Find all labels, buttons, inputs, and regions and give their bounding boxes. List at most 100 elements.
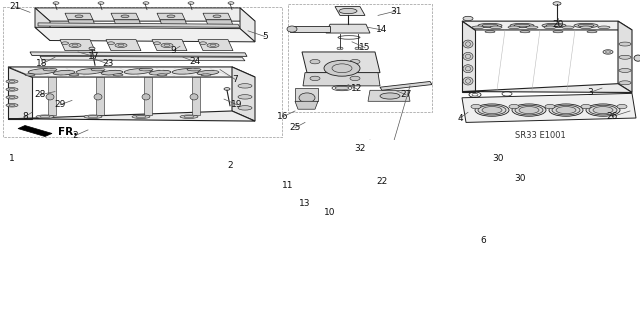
Text: 27: 27 — [400, 90, 412, 99]
Circle shape — [617, 104, 627, 109]
Ellipse shape — [6, 80, 18, 83]
Ellipse shape — [207, 43, 219, 48]
Ellipse shape — [161, 43, 173, 48]
Ellipse shape — [619, 81, 631, 85]
Polygon shape — [48, 77, 56, 115]
Polygon shape — [368, 90, 410, 101]
Polygon shape — [8, 67, 32, 119]
Polygon shape — [144, 77, 152, 115]
Circle shape — [350, 76, 360, 81]
Ellipse shape — [619, 69, 631, 72]
Polygon shape — [106, 40, 141, 51]
Ellipse shape — [515, 105, 543, 115]
Ellipse shape — [75, 15, 83, 18]
Ellipse shape — [180, 115, 198, 118]
Polygon shape — [203, 13, 231, 20]
Text: 26: 26 — [606, 112, 618, 121]
Ellipse shape — [200, 42, 207, 44]
Ellipse shape — [619, 42, 631, 46]
Text: 32: 32 — [355, 144, 365, 153]
Text: 8: 8 — [22, 112, 28, 121]
Text: 11: 11 — [282, 181, 294, 190]
Text: FR.: FR. — [58, 127, 77, 137]
Circle shape — [337, 47, 343, 50]
Polygon shape — [68, 20, 95, 26]
Text: 23: 23 — [102, 59, 114, 68]
Text: 29: 29 — [54, 100, 66, 109]
Ellipse shape — [380, 93, 400, 99]
Text: 1: 1 — [9, 154, 15, 163]
Circle shape — [471, 104, 481, 109]
Ellipse shape — [238, 84, 252, 88]
Circle shape — [143, 2, 149, 4]
Polygon shape — [462, 21, 475, 92]
Polygon shape — [65, 13, 93, 20]
Polygon shape — [380, 81, 432, 90]
Ellipse shape — [335, 86, 349, 90]
Polygon shape — [8, 67, 255, 77]
Ellipse shape — [115, 43, 127, 48]
Circle shape — [188, 2, 194, 4]
Ellipse shape — [124, 69, 152, 74]
Ellipse shape — [69, 43, 81, 48]
Polygon shape — [8, 111, 255, 121]
Polygon shape — [18, 125, 52, 137]
Text: 9: 9 — [170, 46, 176, 55]
Polygon shape — [462, 21, 632, 30]
Text: 19: 19 — [231, 100, 243, 109]
Polygon shape — [111, 13, 139, 20]
Circle shape — [545, 104, 555, 109]
Ellipse shape — [167, 15, 175, 18]
Ellipse shape — [190, 94, 198, 100]
Text: SR33 E1001: SR33 E1001 — [515, 131, 565, 140]
Circle shape — [310, 76, 320, 81]
Ellipse shape — [598, 26, 610, 29]
Ellipse shape — [553, 31, 563, 33]
Ellipse shape — [586, 104, 620, 116]
Ellipse shape — [580, 26, 592, 29]
Circle shape — [355, 47, 361, 50]
Circle shape — [603, 50, 613, 54]
Text: 6: 6 — [480, 235, 486, 244]
Ellipse shape — [619, 55, 631, 59]
Ellipse shape — [514, 24, 530, 27]
Ellipse shape — [132, 115, 150, 118]
Ellipse shape — [526, 26, 538, 29]
Ellipse shape — [91, 68, 105, 71]
Text: 28: 28 — [35, 90, 45, 99]
Ellipse shape — [574, 23, 598, 28]
Ellipse shape — [94, 94, 102, 100]
Ellipse shape — [546, 24, 562, 27]
Ellipse shape — [552, 105, 580, 115]
Ellipse shape — [28, 69, 56, 74]
Polygon shape — [462, 84, 632, 93]
Text: 24: 24 — [189, 57, 200, 66]
Ellipse shape — [482, 107, 502, 114]
Ellipse shape — [463, 40, 473, 48]
Circle shape — [310, 59, 320, 64]
Polygon shape — [240, 8, 255, 42]
Text: 2: 2 — [72, 131, 78, 140]
Text: 21: 21 — [10, 2, 20, 11]
Ellipse shape — [634, 55, 640, 61]
Ellipse shape — [542, 23, 566, 28]
Text: 12: 12 — [351, 85, 363, 93]
Ellipse shape — [472, 26, 484, 29]
Ellipse shape — [53, 70, 75, 75]
Ellipse shape — [556, 107, 576, 114]
Ellipse shape — [520, 31, 530, 33]
Text: 30: 30 — [515, 174, 525, 183]
Ellipse shape — [485, 31, 495, 33]
Polygon shape — [295, 88, 318, 101]
Polygon shape — [326, 24, 370, 33]
Ellipse shape — [142, 94, 150, 100]
Ellipse shape — [76, 69, 104, 74]
Ellipse shape — [478, 23, 502, 28]
Circle shape — [553, 2, 561, 5]
Ellipse shape — [475, 104, 509, 116]
Ellipse shape — [463, 77, 473, 85]
Ellipse shape — [238, 106, 252, 110]
Ellipse shape — [61, 42, 68, 44]
Text: 25: 25 — [289, 123, 301, 132]
Ellipse shape — [46, 94, 54, 100]
